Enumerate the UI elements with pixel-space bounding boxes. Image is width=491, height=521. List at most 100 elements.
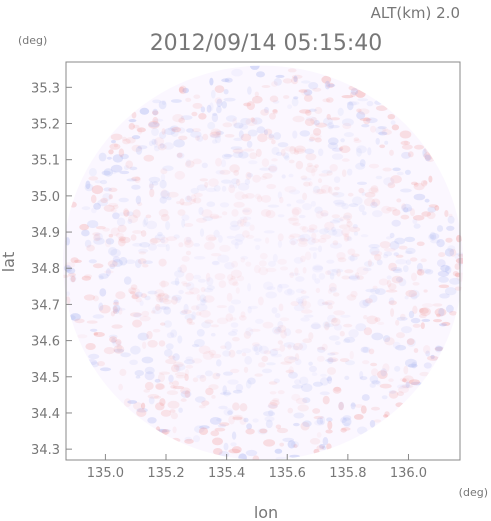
field-speckle [288, 159, 295, 164]
field-speckle [110, 227, 120, 236]
field-speckle [301, 177, 312, 181]
field-speckle [350, 290, 358, 298]
field-speckle [198, 405, 206, 409]
field-speckle [126, 178, 137, 182]
field-speckle [152, 328, 161, 333]
field-speckle [130, 345, 141, 355]
field-speckle [268, 409, 274, 417]
field-speckle [301, 89, 311, 97]
x-tick-label: 136.0 [390, 466, 427, 481]
field-speckle [277, 240, 283, 248]
field-speckle [326, 443, 332, 451]
field-speckle [404, 295, 409, 300]
field-speckle [119, 170, 130, 175]
field-speckle [196, 329, 205, 337]
field-speckle [231, 239, 243, 246]
field-speckle [243, 330, 252, 339]
field-speckle [107, 260, 118, 268]
field-speckle [271, 158, 278, 162]
field-speckle [284, 146, 296, 152]
field-speckle [298, 237, 308, 245]
field-speckle [148, 120, 160, 129]
field-speckle [245, 234, 255, 239]
field-speckle [155, 303, 161, 311]
field-speckle [371, 380, 380, 385]
field-speckle [386, 279, 392, 288]
field-speckle [201, 162, 208, 169]
field-speckle [322, 98, 331, 103]
field-speckle [312, 381, 323, 387]
field-speckle [160, 409, 172, 417]
field-speckle [339, 216, 345, 222]
chart-title: 2012/09/14 05:15:40 [150, 31, 383, 56]
field-speckle [247, 129, 258, 137]
field-speckle [303, 89, 313, 96]
field-speckle [359, 159, 366, 167]
field-speckle [113, 344, 125, 354]
field-speckle [374, 253, 382, 261]
field-speckle [193, 94, 201, 99]
field-speckle [353, 231, 359, 236]
field-speckle [202, 216, 213, 222]
field-speckle [221, 78, 230, 83]
field-speckle [363, 327, 373, 336]
field-speckle [231, 446, 242, 454]
field-speckle [151, 138, 157, 145]
field-speckle [178, 135, 188, 141]
field-speckle [97, 361, 105, 367]
field-speckle [153, 395, 161, 399]
field-speckle [382, 167, 392, 172]
field-speckle [171, 364, 180, 373]
field-speckle [243, 102, 252, 107]
field-speckle [99, 304, 111, 314]
field-speckle [177, 266, 183, 273]
field-speckle [152, 116, 159, 125]
field-speckle [158, 208, 169, 217]
field-speckle [294, 145, 306, 154]
field-speckle [147, 394, 160, 399]
field-speckle [85, 180, 91, 190]
field-speckle [201, 299, 208, 304]
field-speckle [104, 238, 112, 248]
field-speckle [405, 259, 412, 266]
field-speckle [313, 265, 324, 271]
field-speckle [293, 422, 300, 427]
field-speckle [214, 273, 226, 281]
field-speckle [118, 307, 123, 315]
field-speckle [103, 347, 115, 355]
field-speckle [342, 233, 350, 238]
field-speckle [203, 295, 215, 303]
field-speckle [96, 226, 106, 230]
field-speckle [331, 214, 340, 219]
field-speckle [214, 427, 226, 432]
field-speckle [298, 342, 308, 351]
field-speckle [308, 227, 315, 233]
field-speckle [320, 184, 331, 194]
field-speckle [454, 263, 461, 270]
field-speckle [123, 398, 132, 407]
field-speckle [288, 235, 295, 240]
field-speckle [294, 267, 299, 276]
field-speckle [252, 174, 261, 183]
field-speckle [270, 353, 283, 358]
field-speckle [264, 106, 269, 114]
field-speckle [214, 85, 225, 93]
field-speckle [199, 228, 205, 237]
field-speckle [392, 341, 401, 349]
field-speckle [191, 344, 200, 348]
field-speckle [425, 350, 431, 357]
field-speckle [236, 275, 245, 282]
field-speckle [234, 242, 239, 250]
field-speckle [346, 294, 357, 301]
field-speckle [308, 108, 317, 112]
field-speckle [210, 253, 222, 257]
field-speckle [195, 311, 202, 316]
field-speckle [427, 355, 439, 361]
field-speckle [277, 191, 283, 199]
y-axis-label: lat [0, 252, 18, 273]
field-speckle [185, 97, 192, 102]
field-speckle [199, 374, 207, 382]
field-speckle [223, 389, 231, 397]
field-speckle [446, 304, 454, 313]
field-speckle [411, 272, 417, 282]
